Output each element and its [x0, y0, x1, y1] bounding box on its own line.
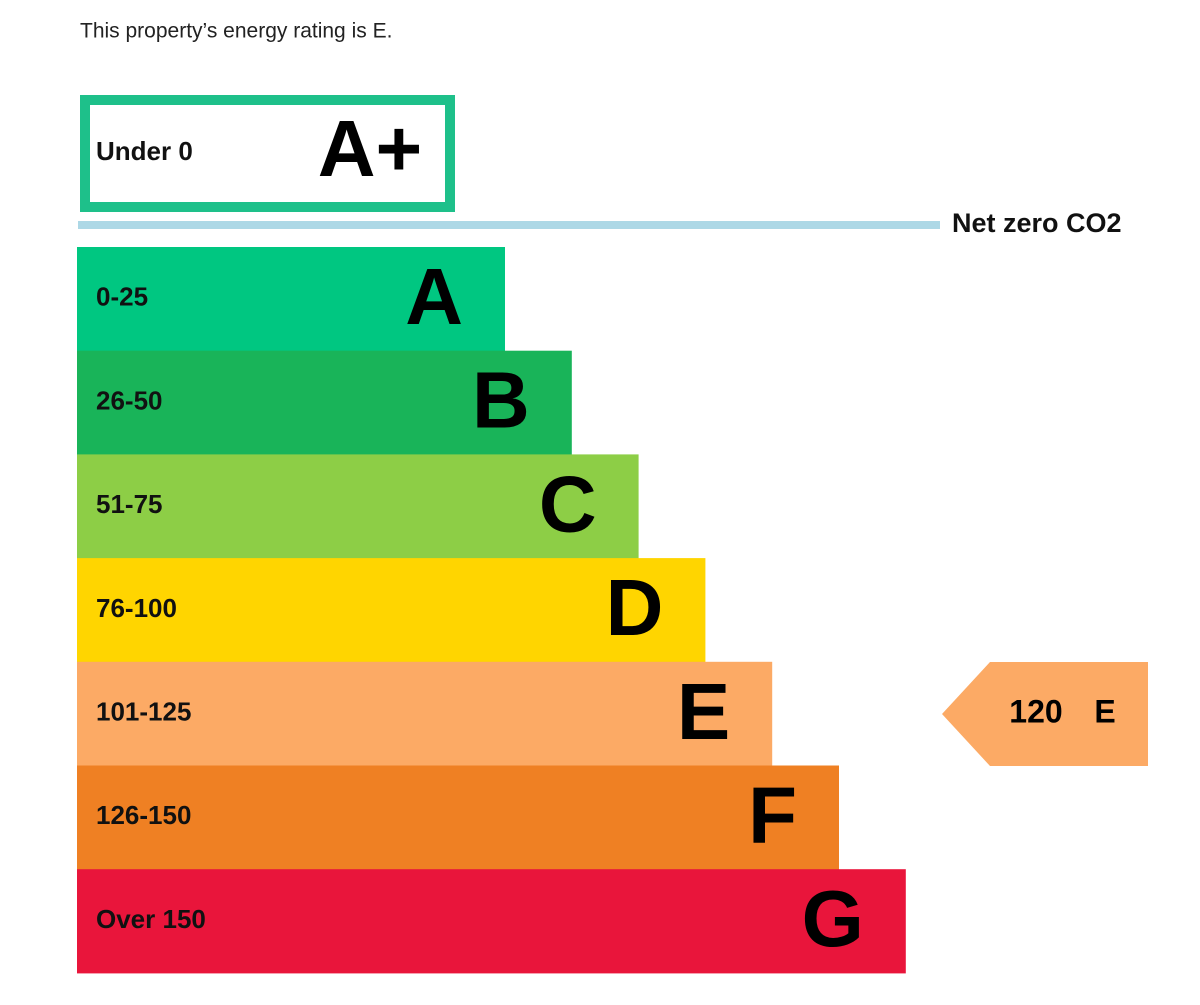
- top-band-range: Under 0: [96, 136, 193, 166]
- band: [77, 454, 639, 559]
- band-range: 0-25: [96, 282, 148, 312]
- band-letter: E: [677, 667, 730, 756]
- band: [77, 247, 505, 352]
- band-letter: G: [802, 874, 864, 963]
- intro-text: This property’s energy rating is E.: [80, 20, 392, 43]
- band: [77, 765, 839, 870]
- band: [77, 558, 706, 663]
- band-letter: D: [606, 563, 664, 652]
- top-band-letter: A+: [318, 104, 423, 193]
- band: [77, 350, 572, 455]
- band-range: 76-100: [96, 593, 177, 623]
- current-letter: E: [1094, 693, 1115, 729]
- band-range: 51-75: [96, 489, 163, 519]
- band-letter: B: [472, 356, 530, 445]
- band-letter: A: [405, 252, 463, 341]
- current-value: 120: [1009, 693, 1062, 729]
- band: [77, 661, 773, 766]
- current-rating-arrow: [942, 662, 1148, 766]
- band-letter: F: [748, 770, 797, 859]
- band-range: Over 150: [96, 904, 206, 934]
- band-range: 101-125: [96, 697, 191, 727]
- band-range: 26-50: [96, 385, 163, 415]
- band: [77, 869, 906, 974]
- net-zero-label: Net zero CO2: [952, 208, 1122, 238]
- band-range: 126-150: [96, 800, 191, 830]
- bands: 0-25 A 26-50 B 51-75 C 76-100 D 101-125 E 126-150 F…: [77, 247, 906, 974]
- band-letter: C: [539, 459, 597, 548]
- top-band-box: [80, 95, 455, 212]
